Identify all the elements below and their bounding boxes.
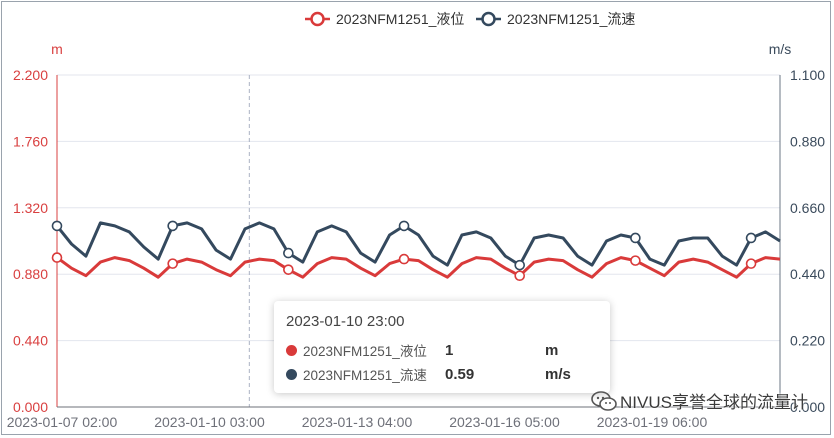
y-left-tick-label: 1.760 [13, 133, 48, 149]
tooltip-series-name: 2023NFM1251_流速 [303, 368, 427, 383]
y-right-tick-label: 1.100 [790, 67, 825, 83]
tooltip-title: 2023-01-10 23:00 [286, 313, 405, 330]
series-marker [630, 255, 641, 266]
tooltip-unit: m/s [545, 365, 571, 383]
x-tick-label: 2023-01-16 05:00 [449, 414, 560, 430]
watermark: NIVUS享誉全球的流量计 [590, 388, 808, 413]
y-left-tick-label: 1.320 [13, 200, 48, 216]
y-left-axis-label: m [51, 41, 63, 57]
y-right-tick-label: 0.220 [790, 333, 825, 349]
tooltip-row-level: 2023NFM1251_液位 1 m [286, 338, 598, 362]
series-marker [167, 258, 178, 269]
chart-tooltip: 2023-01-10 23:00 2023NFM1251_液位 1 m 2023… [274, 301, 610, 393]
y-right-tick-label: 0.440 [790, 266, 825, 282]
y-right-tick-label: 0.000 [790, 399, 825, 415]
y-left-tick-label: 0.880 [13, 266, 48, 282]
y-right-tick-label: 0.660 [790, 200, 825, 216]
series-marker [51, 220, 63, 232]
legend-label: 2023NFM1251_液位 [336, 11, 464, 27]
legend-marker [310, 11, 325, 27]
y-right-axis-label: m/s [769, 41, 792, 57]
y-left-tick-label: 0.000 [13, 399, 48, 415]
tooltip-value: 0.59 [445, 365, 475, 383]
x-tick-label: 2023-01-07 02:00 [7, 414, 118, 430]
x-tick-label: 2023-01-10 03:00 [154, 414, 265, 430]
series-marker [398, 253, 410, 265]
x-tick-label: 2023-01-13 04:00 [302, 414, 413, 430]
y-left-tick-label: 0.440 [13, 333, 48, 349]
tooltip-dot-level [286, 344, 297, 356]
series-marker [167, 220, 178, 232]
watermark-text: NIVUS享誉全球的流量计 [620, 393, 808, 412]
series-marker [283, 247, 294, 259]
series-marker [514, 270, 526, 282]
series-marker [745, 232, 757, 244]
wechat-icon [591, 390, 617, 411]
tooltip-unit: m [545, 341, 559, 359]
series-marker [398, 220, 410, 232]
y-right-tick-label: 0.880 [790, 133, 825, 149]
series-marker [745, 258, 757, 269]
series-marker [514, 259, 526, 271]
legend-marker [481, 11, 496, 27]
series-marker [630, 232, 641, 244]
legend-label: 2023NFM1251_流速 [507, 11, 635, 27]
series-marker [51, 252, 63, 263]
series-marker [283, 264, 294, 275]
tooltip-value: 1 [445, 341, 454, 359]
tooltip-dot-speed [286, 368, 297, 380]
tooltip-row-speed: 2023NFM1251_流速 0.59 m/s [286, 362, 598, 386]
x-tick-label: 2023-01-19 06:00 [597, 414, 708, 430]
tooltip-series-name: 2023NFM1251_液位 [303, 344, 427, 359]
y-left-tick-label: 2.200 [13, 67, 48, 83]
series-line-1 [55, 221, 781, 267]
